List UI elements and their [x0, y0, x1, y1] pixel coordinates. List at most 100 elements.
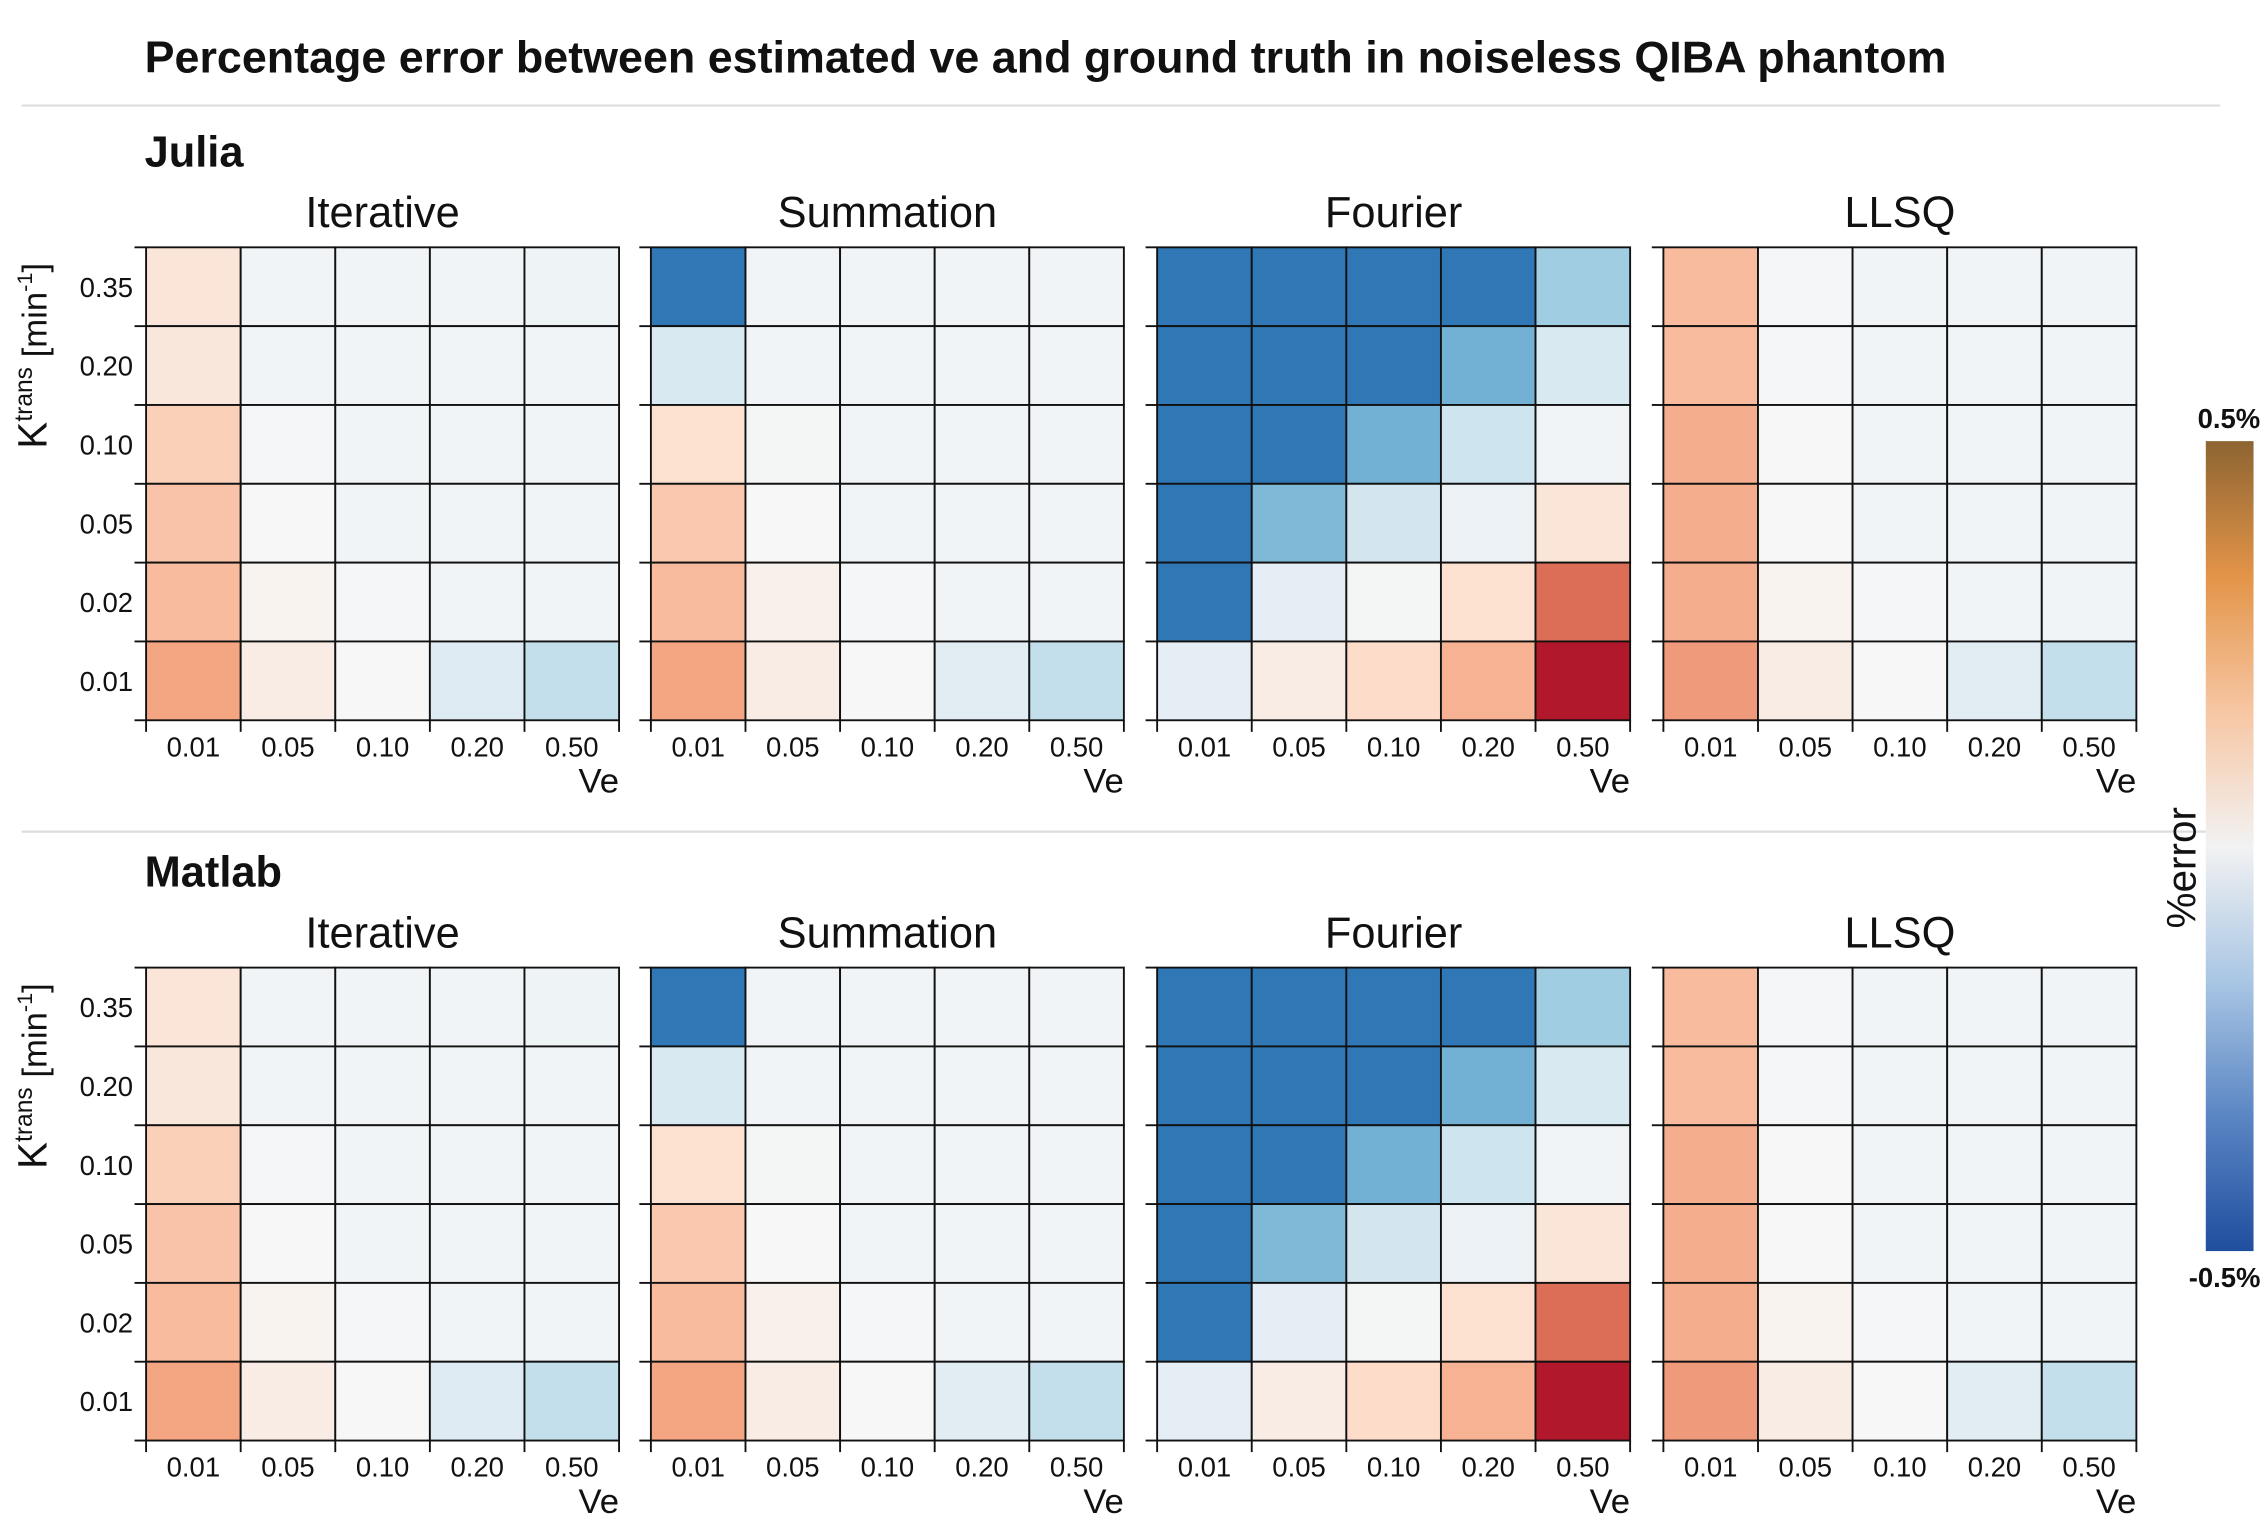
heatmap-cell — [334, 561, 431, 643]
heatmap-cell — [334, 1203, 431, 1284]
heatmap-cell — [744, 640, 842, 722]
heatmap-cell — [744, 1124, 842, 1206]
heatmap-cell — [334, 1360, 431, 1442]
heatmap-cell — [1851, 966, 1949, 1048]
heatmap-cell — [145, 404, 242, 485]
x-tick-label: 0.10 — [356, 731, 409, 762]
x-tick-label: 0.01 — [671, 1452, 724, 1483]
heatmap-cell — [1345, 966, 1442, 1048]
x-tick-label: 0.10 — [861, 731, 914, 762]
x-tick-label: 0.01 — [167, 1452, 220, 1483]
heatmap-cell — [1028, 966, 1125, 1048]
x-axis-label: Ve — [579, 763, 620, 801]
x-tick-label: 0.05 — [1779, 1452, 1832, 1483]
heatmap-cell — [1250, 325, 1348, 406]
heatmap-cell — [1946, 404, 2043, 485]
heatmap-cell — [1028, 640, 1125, 722]
heatmap-cell — [839, 561, 936, 643]
heatmap-cell — [1534, 1360, 1632, 1442]
x-tick-label: 0.20 — [955, 731, 1008, 762]
heatmap-cell — [1345, 640, 1442, 722]
x-axis-label: Ve — [579, 1483, 620, 1521]
y-label-unit-sup: -1 — [12, 993, 37, 1012]
heatmap-cell — [1757, 404, 1854, 485]
heatmap-cell — [523, 246, 621, 328]
heatmap-cell — [1851, 1281, 1949, 1363]
heatmap-cell — [1439, 561, 1537, 643]
panel-iterative: Iterative 0.35 0.20 0.10 0.05 0.02 0.01 0.01 0.0… — [80, 189, 621, 801]
colorbar-min-label: -0.5% — [2189, 1262, 2261, 1293]
heatmap-cell — [933, 1360, 1031, 1442]
heatmap-cell — [523, 1124, 621, 1206]
heatmap-cell — [1851, 561, 1949, 643]
heatmap-cell — [428, 1281, 526, 1363]
heatmap-cell — [1662, 482, 1759, 564]
heatmap-cell — [2040, 561, 2138, 643]
heatmap-cell — [145, 1281, 242, 1363]
heatmap-cell — [1851, 1360, 1949, 1442]
panel-title: Iterative — [305, 189, 459, 237]
heatmap-cell — [1439, 325, 1537, 406]
heatmap-cell — [2040, 1360, 2138, 1442]
heatmap-cell — [1662, 246, 1759, 328]
x-tick-label: 0.50 — [1050, 731, 1103, 762]
heatmap-cell — [649, 1045, 747, 1127]
heatmap-cell — [1946, 1045, 2043, 1127]
heatmap-cell — [334, 246, 431, 328]
colorbar: 0.5% -0.5% %error — [2159, 403, 2261, 1293]
panel-title: LLSQ — [1844, 909, 1955, 957]
heatmap-cell — [1250, 640, 1348, 722]
heatmap-cell — [2040, 325, 2138, 406]
heatmap-cell — [1757, 1124, 1854, 1206]
heatmap-cell — [1851, 1203, 1949, 1284]
y-label-sup: trans — [11, 367, 38, 422]
heatmap-cell — [1156, 1203, 1253, 1284]
heatmap-cell — [1250, 1045, 1348, 1127]
heatmap-cell — [1250, 404, 1348, 485]
heatmap-cell — [1156, 1360, 1253, 1442]
x-tick-label: 0.05 — [261, 1452, 314, 1483]
heatmap-cell — [239, 482, 337, 564]
heatmap-cell — [2040, 482, 2138, 564]
section-julia: Julia Ktrans [min-1] Iterative 0.35 0.20 0.10… — [9, 128, 2138, 801]
heatmap-cell — [1757, 966, 1854, 1048]
heatmap-cell — [744, 1360, 842, 1442]
panel-title: Summation — [778, 909, 997, 957]
heatmap-cell — [744, 482, 842, 564]
y-tick-label: 0.05 — [80, 1229, 133, 1260]
x-tick-label: 0.10 — [1367, 1452, 1420, 1483]
x-tick-label: 0.20 — [1461, 731, 1514, 762]
heatmap-cell — [1757, 1281, 1854, 1363]
heatmap-cell — [1851, 1124, 1949, 1206]
heatmap-cell — [1662, 1045, 1759, 1127]
y-label-unit: [min — [16, 292, 54, 367]
heatmap-cell — [334, 966, 431, 1048]
heatmap-cell — [1345, 404, 1442, 485]
heatmap-cell — [1851, 325, 1949, 406]
heatmap-cell — [428, 1124, 526, 1206]
heatmap-cell — [1345, 1124, 1442, 1206]
heatmap-cell — [1028, 482, 1125, 564]
heatmap-cell — [1851, 246, 1949, 328]
y-label-unit: [min — [16, 1012, 54, 1087]
colorbar-label: %error — [2159, 807, 2205, 928]
heatmap-cell — [1439, 404, 1537, 485]
section-title: Matlab — [145, 849, 282, 897]
x-tick-label: 0.20 — [450, 1452, 503, 1483]
heatmap-cell — [744, 1281, 842, 1363]
heatmap-cell — [1156, 640, 1253, 722]
heatmap-cell — [1946, 1203, 2043, 1284]
heatmap-cell — [1534, 1281, 1632, 1363]
heatmap-cell — [1345, 1360, 1442, 1442]
x-tick-label: 0.05 — [261, 731, 314, 762]
x-axis-label: Ve — [1083, 763, 1124, 801]
heatmap-cell — [1250, 482, 1348, 564]
heatmap-cell — [334, 1281, 431, 1363]
heatmap-cell — [239, 561, 337, 643]
heatmap-cell — [145, 1124, 242, 1206]
heatmap-cell — [1757, 640, 1854, 722]
y-label-sup: trans — [11, 1087, 38, 1142]
